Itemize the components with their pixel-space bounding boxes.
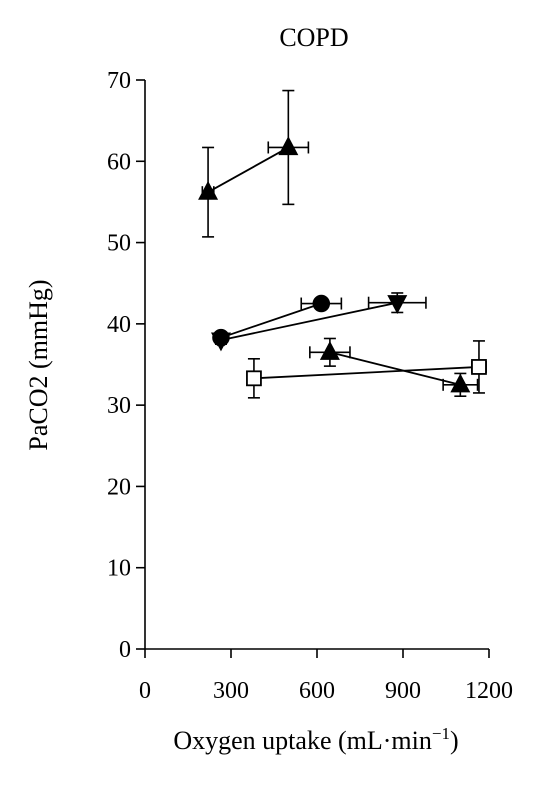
y-tick-label: 30: [107, 393, 131, 419]
chart-title: COPD: [279, 23, 348, 52]
x-axis-label-superscript: −1: [432, 724, 450, 743]
series-line: [220, 302, 322, 339]
x-tick-label: 300: [213, 678, 249, 704]
series-line: [329, 351, 461, 386]
x-tick-label: 1200: [465, 678, 513, 704]
y-tick-label: 70: [107, 68, 131, 94]
x-axis-label-close: ): [450, 726, 459, 755]
y-tick-label: 60: [107, 149, 131, 175]
data-point-square: [246, 370, 262, 387]
series-3: [210, 292, 427, 352]
series-line: [253, 366, 480, 380]
data-point-triangle-up: [198, 180, 219, 200]
data-point-triangle-up: [450, 373, 471, 393]
series-line: [220, 301, 398, 341]
x-tick-label: 900: [385, 678, 421, 704]
axes: [144, 80, 489, 650]
y-tick-label: 20: [107, 474, 131, 500]
data-point-triangle-down: [210, 332, 231, 352]
x-tick-label: 600: [299, 678, 335, 704]
y-tick-label: 10: [107, 556, 131, 582]
series-5: [246, 340, 487, 399]
data-point-triangle-up: [319, 341, 340, 360]
series-line: [207, 146, 289, 193]
data-point-square: [471, 359, 487, 375]
series-1: [198, 89, 310, 238]
series-layer: [198, 89, 487, 399]
ticks-group: 0 10 20 30 40 50 60 70 0 300 600 900 1200: [107, 68, 513, 704]
data-point-triangle-down: [387, 295, 408, 315]
data-point-triangle-up: [278, 136, 299, 156]
y-axis-label: PaCO2 (mmHg): [24, 279, 53, 450]
x-axis-label-main: Oxygen uptake (mL·min: [173, 726, 432, 755]
y-tick-label: 50: [107, 231, 131, 257]
x-tick-label: 0: [139, 678, 151, 704]
y-tick-label: 0: [119, 637, 131, 663]
data-point-circle: [312, 294, 331, 313]
y-tick-label: 40: [107, 312, 131, 338]
x-axis-label: Oxygen uptake (mL·min−1): [173, 724, 458, 755]
series-4: [309, 337, 479, 398]
